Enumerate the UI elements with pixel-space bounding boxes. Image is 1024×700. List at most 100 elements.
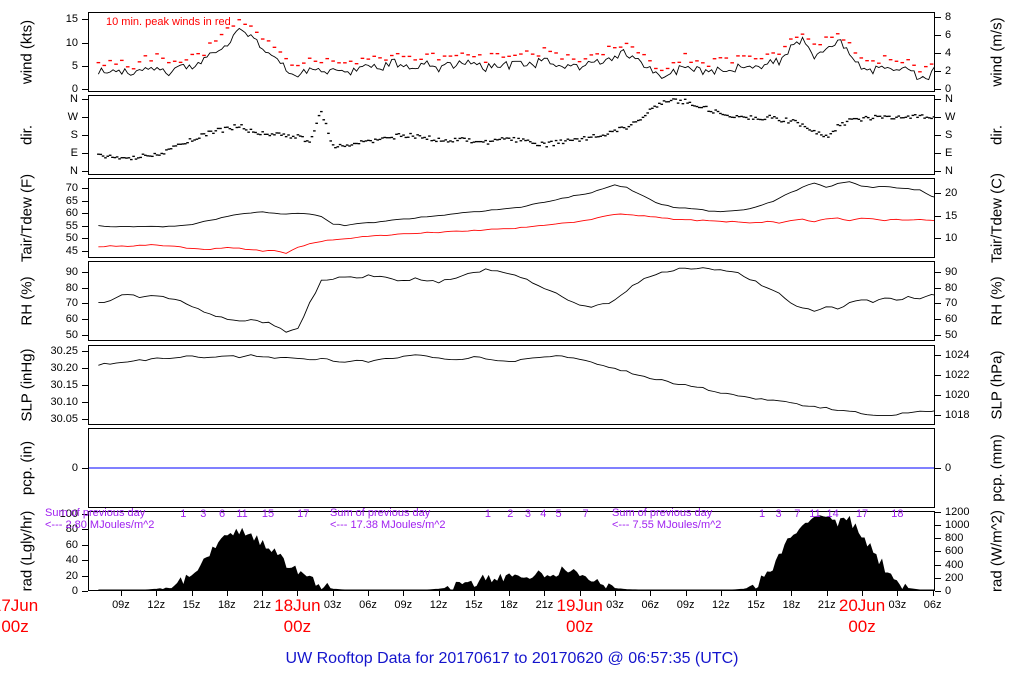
- time-tick-mark: [862, 591, 864, 596]
- tick-label-right: 200: [945, 571, 964, 584]
- tick-label-right: 0: [945, 462, 952, 474]
- left-tick-mark: [82, 98, 88, 100]
- time-tick-mark: [544, 591, 546, 596]
- left-tick-mark: [82, 401, 88, 403]
- rad-sum-annotation: <--- 17.38 MJoules/m^2: [330, 519, 446, 531]
- left-tick-mark: [82, 19, 88, 21]
- date-line1: 17Jun: [0, 596, 39, 615]
- rad-sum-annotation: Sum of previous day: [330, 507, 431, 519]
- time-tick-label: 09z: [676, 599, 695, 611]
- left-tick-mark: [82, 334, 88, 336]
- tick-label-right: E: [945, 147, 953, 160]
- time-tick-mark: [826, 591, 828, 596]
- tick-label-right: 70: [945, 297, 958, 310]
- date-line2: 00z: [566, 617, 594, 636]
- tick-label-right: 50: [945, 328, 958, 341]
- time-tick-mark: [685, 591, 687, 596]
- date-line2: 00z: [1, 617, 29, 636]
- time-tick-label: 06z: [359, 599, 377, 611]
- rad-day-number: 15: [261, 508, 275, 520]
- time-tick-mark: [932, 591, 934, 596]
- tick-label-left: 70: [65, 182, 78, 194]
- left-tick-mark: [82, 116, 88, 118]
- tick-label-left: 20: [65, 569, 78, 582]
- left-tick-mark: [82, 287, 88, 289]
- time-tick-label: 21z: [535, 599, 554, 611]
- rad-day-number: 1: [180, 508, 187, 520]
- rad-sum-annotation: <--- 2.80 MJoules/m^2: [45, 519, 155, 531]
- right-tick-mark: [935, 577, 941, 579]
- time-tick-label: 03z: [323, 599, 342, 611]
- left-tick-mark: [82, 153, 88, 155]
- time-tick-mark: [650, 591, 652, 596]
- panel-plot-dir: [97, 98, 934, 161]
- panel-dir: [88, 95, 935, 175]
- axis-title-right-rad: rad (W/m^2): [988, 509, 1006, 593]
- panel-rh: [88, 261, 935, 341]
- tick-label-right: S: [945, 129, 953, 141]
- tick-label-left: 60: [65, 207, 78, 219]
- tick-label-right: W: [945, 110, 956, 123]
- rad-day-number: 18: [891, 508, 904, 520]
- left-tick-mark: [82, 89, 88, 91]
- axis-title-left-slp: SLP (inHg): [18, 348, 36, 422]
- panel-pcp: [88, 428, 935, 508]
- tick-label-left: 40: [65, 554, 78, 567]
- rad-day-number: 14: [826, 508, 839, 520]
- tick-label-left: 50: [65, 328, 78, 341]
- time-tick-mark: [262, 591, 264, 596]
- time-tick-label: 06z: [923, 599, 942, 611]
- right-tick-mark: [935, 415, 941, 417]
- tick-label-right: 0: [945, 585, 952, 597]
- time-tick-mark: [473, 591, 475, 596]
- right-tick-mark: [935, 538, 941, 540]
- left-tick-mark: [82, 591, 88, 592]
- tick-label-right: N: [945, 165, 953, 178]
- time-tick-label: 15z: [747, 599, 766, 611]
- left-tick-mark: [82, 560, 88, 562]
- left-tick-mark: [82, 42, 88, 44]
- tick-label-right: 800: [945, 532, 964, 545]
- time-tick-label: 21z: [817, 599, 836, 611]
- rad-day-number: 3: [200, 508, 207, 520]
- right-tick-mark: [935, 468, 941, 469]
- rad-day-number: 11: [809, 508, 821, 520]
- tick-label-left: 100: [59, 508, 78, 521]
- tick-label-left: 15: [65, 13, 78, 26]
- series-tair_f: [98, 181, 934, 228]
- tick-label-right: 8: [945, 10, 952, 23]
- date-label: 17Jun 00z: [0, 595, 38, 637]
- time-tick-label: 03z: [888, 599, 907, 611]
- right-tick-mark: [935, 395, 941, 397]
- right-tick-mark: [935, 89, 941, 91]
- left-tick-mark: [82, 303, 88, 305]
- right-tick-mark: [935, 375, 941, 377]
- time-tick-label: 06z: [641, 599, 660, 611]
- tick-label-left: 80: [65, 281, 78, 294]
- series-wind_peak_10min_kts: [96, 19, 934, 73]
- time-tick-label: 18z: [217, 599, 236, 611]
- left-tick-mark: [82, 385, 88, 386]
- right-tick-mark: [935, 98, 941, 100]
- right-tick-mark: [935, 34, 941, 36]
- axis-title-left-rad: rad (Lgly/hr): [18, 510, 36, 592]
- tick-label-right: 1000: [945, 518, 970, 531]
- right-tick-mark: [935, 16, 941, 18]
- axis-title-right-temp: Tair/Tdew (C): [988, 172, 1006, 264]
- left-tick-mark: [82, 65, 88, 67]
- time-tick-mark: [615, 591, 617, 596]
- wind-peak-note: 10 min. peak winds in red: [106, 16, 231, 28]
- time-tick-mark: [191, 591, 193, 596]
- left-tick-mark: [82, 200, 88, 202]
- right-tick-mark: [935, 334, 941, 336]
- tick-label-left: 0: [71, 585, 78, 597]
- right-tick-mark: [935, 287, 941, 289]
- time-tick-mark: [403, 591, 405, 596]
- series-wind_avg_kts: [97, 27, 934, 81]
- panel-slp: [88, 345, 935, 425]
- time-tick-mark: [579, 591, 581, 596]
- date-line1: 19Jun: [556, 596, 603, 615]
- right-tick-mark: [935, 564, 941, 566]
- axis-title-left-temp: Tair/Tdew (F): [18, 173, 36, 263]
